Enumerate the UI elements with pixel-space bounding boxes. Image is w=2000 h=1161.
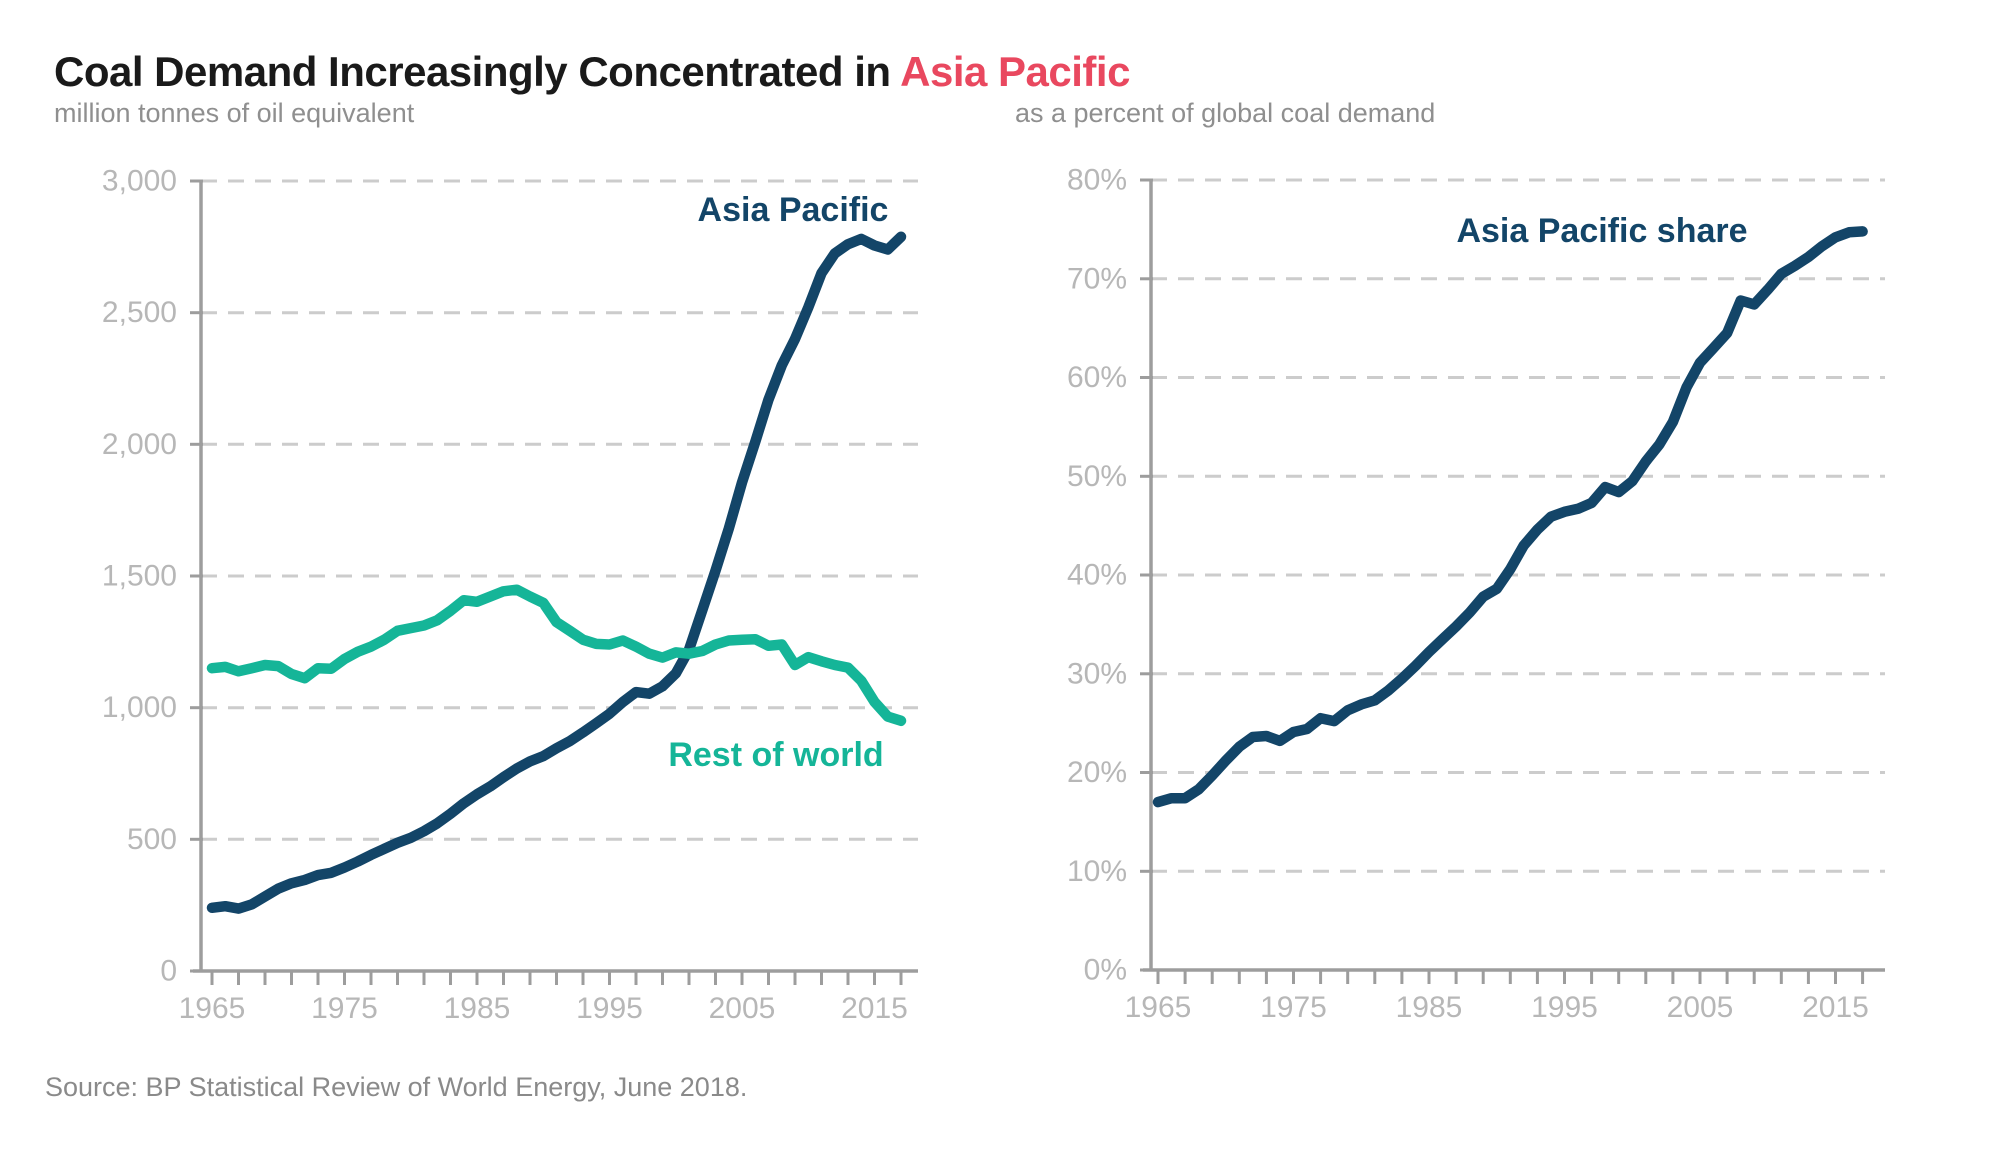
y-tick-label: 60% bbox=[1067, 361, 1127, 394]
source-note: Source: BP Statistical Review of World E… bbox=[45, 1072, 748, 1102]
y-tick-label: 1,500 bbox=[102, 560, 177, 593]
y-tick-label: 20% bbox=[1067, 756, 1127, 789]
y-tick-label: 0% bbox=[1084, 954, 1127, 987]
page-title: Coal Demand Increasingly Concentrated in… bbox=[54, 48, 1130, 96]
left-chart-subtitle: million tonnes of oil equivalent bbox=[54, 98, 415, 128]
y-tick-label: 70% bbox=[1067, 262, 1127, 295]
x-tick-label: 2005 bbox=[1667, 991, 1734, 1024]
y-tick-label: 30% bbox=[1067, 657, 1127, 690]
y-tick-label: 2,500 bbox=[102, 296, 177, 329]
y-tick-label: 2,000 bbox=[102, 428, 177, 461]
chart-demand: 0 500 1,000 1,500 2,000 2,500 3,000 1965 1975 198… bbox=[102, 165, 918, 1025]
series-line-asia-pacific-share bbox=[1152, 226, 1868, 808]
y-tick-label: 50% bbox=[1067, 460, 1127, 493]
x-tick-label: 1995 bbox=[1531, 991, 1598, 1024]
title-accent-text: Asia Pacific bbox=[900, 48, 1130, 96]
y-tick-label: 3,000 bbox=[102, 165, 177, 198]
x-tick-label: 1975 bbox=[1260, 991, 1327, 1024]
series-label-rest-of-world: Rest of world bbox=[668, 736, 884, 774]
x-tick-label: 1975 bbox=[311, 992, 378, 1025]
x-tick-label: 1965 bbox=[1125, 991, 1192, 1024]
x-tick-label: 1985 bbox=[444, 992, 511, 1025]
x-tick-label: 1995 bbox=[576, 992, 643, 1025]
x-tick-label: 1985 bbox=[1396, 991, 1463, 1024]
x-tick-label: 2005 bbox=[709, 992, 776, 1025]
y-tick-label: 1,000 bbox=[102, 691, 177, 724]
chart-share: 0% 10% 20% 30% 40% 50% 60% 70% 80% 1965 1975 1985 19… bbox=[1067, 164, 1885, 1024]
series-label-asia-pacific: Asia Pacific bbox=[697, 191, 889, 229]
series-label-asia-pacific-share: Asia Pacific share bbox=[1456, 212, 1748, 250]
series-line-rest-of-world bbox=[206, 584, 907, 727]
right-chart-subtitle: as a percent of global coal demand bbox=[1015, 98, 1436, 128]
y-tick-label: 500 bbox=[127, 823, 177, 856]
title-text: Coal Demand Increasingly Concentrated in bbox=[54, 48, 901, 96]
y-tick-label: 10% bbox=[1067, 855, 1127, 888]
x-tick-label: 2015 bbox=[841, 992, 908, 1025]
series-line-asia-pacific bbox=[206, 231, 907, 914]
x-tick-label: 2015 bbox=[1802, 991, 1869, 1024]
y-tick-label: 40% bbox=[1067, 559, 1127, 592]
x-tick-label: 1965 bbox=[179, 992, 246, 1025]
y-tick-label: 0 bbox=[160, 955, 177, 988]
y-tick-label: 80% bbox=[1067, 164, 1127, 197]
